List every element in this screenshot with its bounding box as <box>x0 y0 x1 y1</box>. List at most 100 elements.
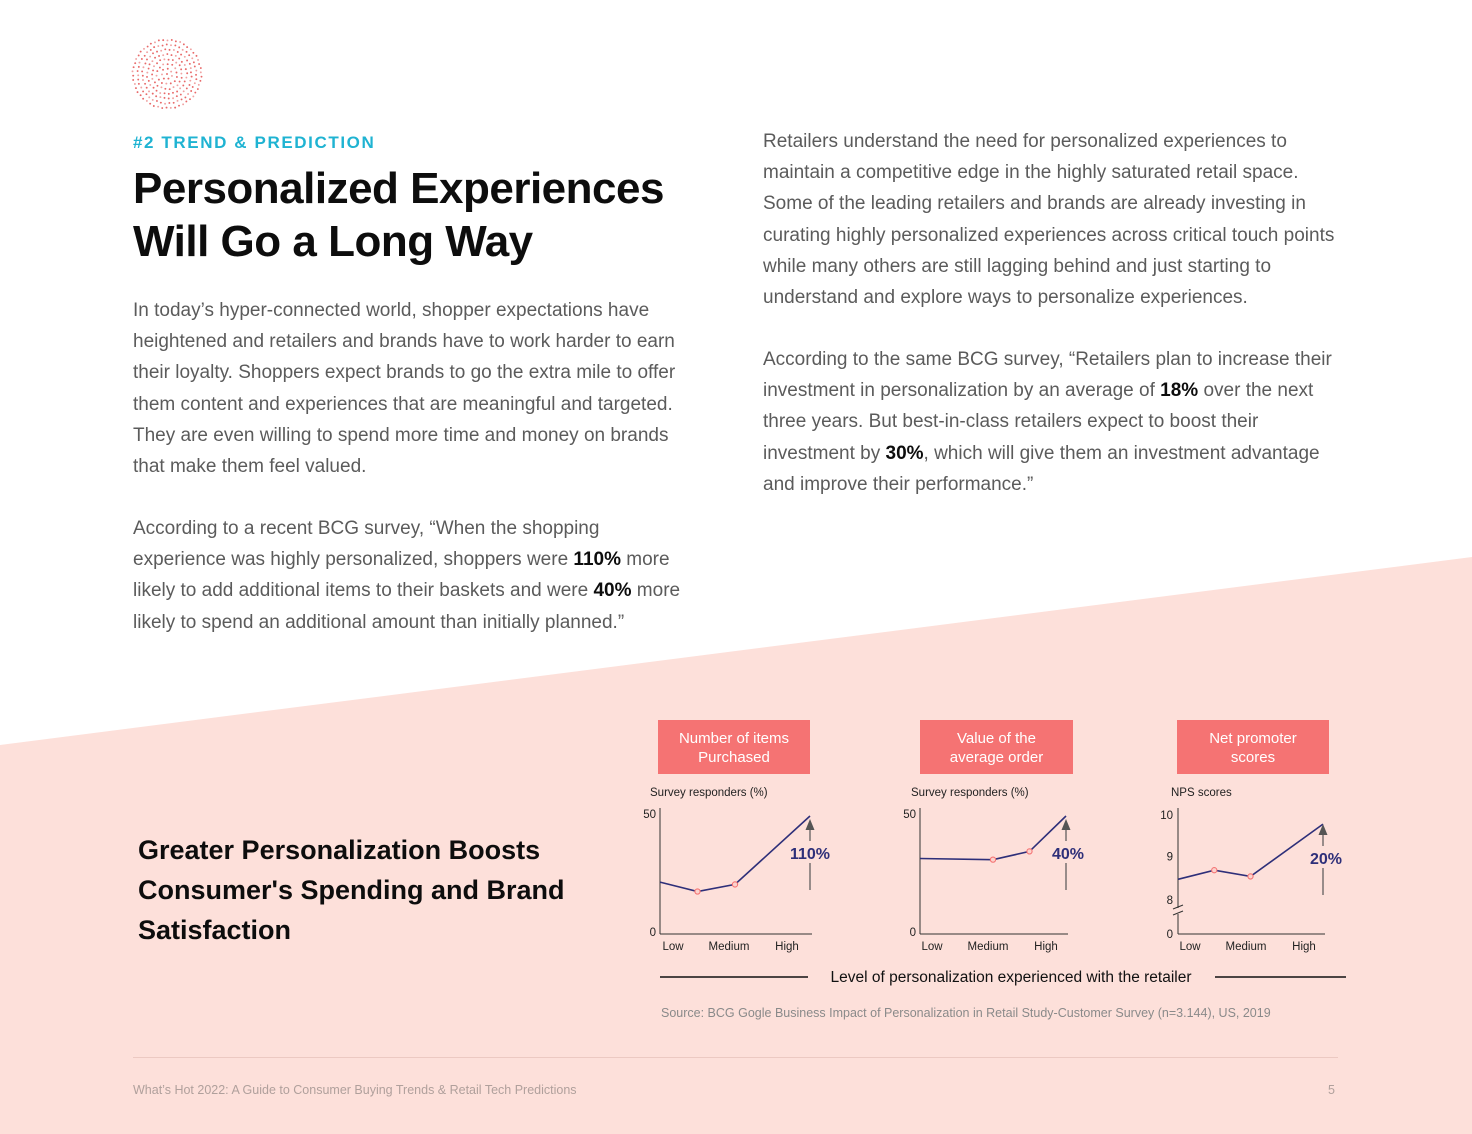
logo-dot <box>199 67 202 69</box>
chart-1: Number of items Purchased Survey responder… <box>643 720 832 953</box>
logo-dot <box>161 44 164 47</box>
logo-dot <box>166 63 169 66</box>
page-number: 5 <box>1328 1083 1335 1097</box>
logo-dot <box>155 74 158 77</box>
section-eyebrow: #2 TREND & PREDICTION <box>133 133 376 152</box>
logo-dot <box>180 72 183 75</box>
left-paragraph-1: In today’s hyper-connected world, shoppe… <box>133 300 676 478</box>
logo-dot <box>187 93 190 95</box>
logo-dot <box>156 50 158 53</box>
logo-dot <box>161 73 163 76</box>
data-point <box>1211 867 1218 874</box>
chart-title-badge <box>1177 720 1329 774</box>
y-tick-label: 8 <box>1167 895 1173 907</box>
x-tick-label: Medium <box>1226 941 1267 953</box>
series-line <box>919 815 1067 861</box>
logo-dot <box>188 54 191 57</box>
logo-dot <box>164 87 167 90</box>
logo-dot <box>152 52 154 55</box>
logo-dot <box>193 82 196 85</box>
growth-arrow-head <box>1061 819 1071 830</box>
logo-dot <box>137 82 140 85</box>
logo-dot <box>179 87 182 90</box>
chart-2: Value of the average order Survey responde… <box>903 720 1090 953</box>
logo-dot <box>191 57 194 60</box>
logo-dot <box>132 66 135 69</box>
chart-3: Net promoter scores NPS scores 10 9 8 0 Low Medi… <box>1160 720 1348 953</box>
logo-dot <box>143 47 145 50</box>
logo-dot <box>132 79 135 81</box>
logo-dot <box>131 70 134 73</box>
logo-dot <box>142 90 145 93</box>
growth-label: 40% <box>1052 846 1084 863</box>
logo-dot <box>178 57 181 60</box>
logo-dot <box>184 96 187 99</box>
logo-dot <box>176 51 179 53</box>
stat-30: 30% <box>885 442 924 464</box>
y-tick-label: 50 <box>903 809 916 821</box>
data-point <box>1026 848 1033 855</box>
logo-dot <box>195 69 198 72</box>
logo-dot <box>172 91 174 94</box>
y-tick-label: 0 <box>650 927 656 939</box>
logo-dot <box>167 92 170 95</box>
logo-dot <box>166 39 169 42</box>
logo-dot <box>132 74 135 77</box>
logo-dot <box>189 67 192 70</box>
logo-dot <box>163 96 166 99</box>
y-axis-label: Survey responders (%) <box>650 787 768 799</box>
logo-dot <box>191 86 194 88</box>
logo-dot <box>186 46 189 49</box>
data-point <box>694 888 701 895</box>
logo-dot <box>199 71 202 74</box>
logo-dot <box>172 86 175 89</box>
logo-dot <box>140 86 143 89</box>
logo-dot <box>170 70 173 73</box>
logo-dot <box>179 93 182 96</box>
logo-dot <box>157 45 160 47</box>
logo-dot <box>162 68 164 71</box>
logo-dot <box>188 62 191 65</box>
logo-dot <box>137 65 140 68</box>
axis-break-gap <box>1172 908 1184 914</box>
logo-dot <box>167 97 170 100</box>
y-tick-label: 0 <box>910 927 916 939</box>
logo-dot <box>186 72 189 75</box>
logo-dot <box>159 59 162 62</box>
logo-dot <box>183 80 186 83</box>
logo-dot <box>152 105 155 107</box>
logo-dot <box>152 69 155 72</box>
axis-break-mark <box>1172 904 1184 910</box>
logo-dot <box>162 63 165 66</box>
logo-dot <box>170 74 173 77</box>
logo-dot <box>166 67 169 70</box>
logo-dot <box>174 54 177 57</box>
x-tick-label: Low <box>662 941 684 953</box>
logo-dot <box>179 41 182 43</box>
logo-dot <box>161 107 164 109</box>
logo-dot <box>180 68 183 71</box>
growth-label-bg <box>788 841 832 863</box>
logo-dot <box>162 39 165 42</box>
logo-dot <box>178 64 181 67</box>
logo-dot <box>139 50 142 53</box>
logo-dot <box>148 63 151 66</box>
logo-dot <box>145 99 148 102</box>
logo-dot <box>173 80 176 83</box>
stat-18: 18% <box>1160 380 1199 402</box>
logo-dot <box>151 60 154 63</box>
logo-dot <box>144 82 147 85</box>
y-tick-label: 10 <box>1160 810 1173 822</box>
logo-dot <box>182 103 185 106</box>
logo-dot <box>145 93 148 96</box>
logo-dot <box>153 46 156 49</box>
logo-dot <box>197 58 200 61</box>
logo-dot <box>192 51 195 54</box>
logo-dot <box>135 57 138 60</box>
logo-dot <box>160 82 163 84</box>
logo-dot <box>175 76 178 78</box>
logo-dot <box>183 55 186 58</box>
logo-dot <box>197 83 200 86</box>
x-tick-label: High <box>1034 941 1058 953</box>
logo-dot <box>175 95 178 98</box>
